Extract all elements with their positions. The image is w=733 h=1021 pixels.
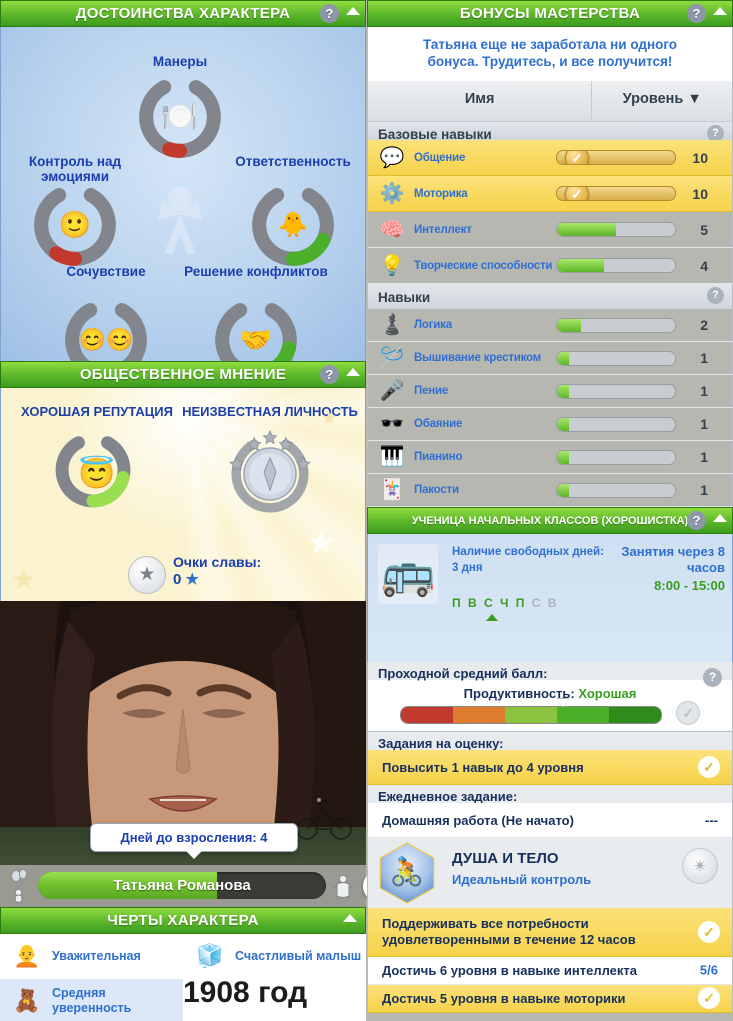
svg-text:🚴: 🚴 [390,855,425,888]
